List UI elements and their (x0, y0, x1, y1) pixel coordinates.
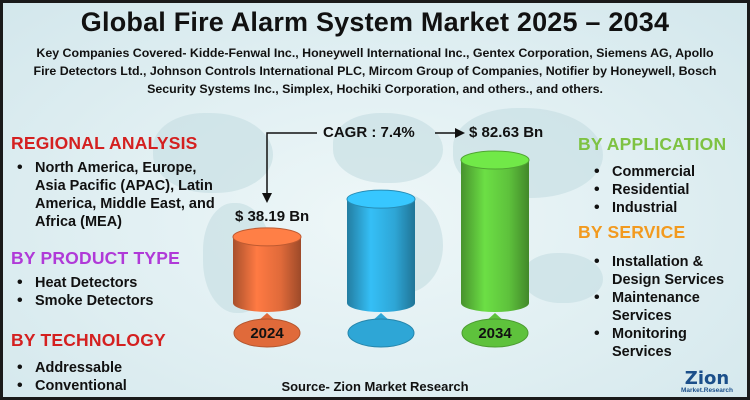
cagr-arrow-head-down (262, 193, 272, 203)
technology-item: Addressable (13, 359, 223, 377)
data-label-2034: $ 82.63 Bn (469, 124, 544, 141)
zion-logo: Zion Market.Research (673, 368, 741, 395)
service-heading: BY SERVICE (578, 222, 686, 242)
year-badge (347, 318, 415, 348)
product-heading: BY PRODUCT TYPE (11, 248, 180, 268)
logo-subtext: Market.Research (680, 387, 734, 394)
bar-top-middle (346, 189, 416, 209)
regional-list: North America, Europe, Asia Pacific (APA… (13, 159, 223, 231)
service-list: Installation & Design ServicesMaintenanc… (590, 253, 740, 361)
cagr-label: CAGR : 7.4% (323, 124, 415, 141)
product-item: Smoke Detectors (13, 292, 223, 310)
cagr-arrow-head-right (455, 128, 465, 138)
year-badge (461, 318, 529, 348)
cagr-arrow-line (266, 132, 317, 199)
bar-2034 (461, 160, 529, 312)
year-badge (233, 318, 301, 348)
page-subtitle: Key Companies Covered- Kidde-Fenwal Inc.… (33, 46, 717, 96)
application-item: Commercial (590, 163, 740, 181)
logo-text: Zion (684, 368, 730, 389)
application-item: Residential (590, 181, 740, 199)
map-shape (333, 113, 443, 183)
bar-top-2034 (460, 150, 530, 170)
bar-chart: 2024 2034 (232, 128, 530, 348)
year-label-2034: 2034 (478, 325, 512, 342)
regional-item: North America, Europe, Asia Pacific (APA… (13, 159, 223, 231)
service-item: Maintenance Services (590, 289, 740, 325)
year-label-2024: 2024 (250, 325, 284, 342)
bar-top-2024 (232, 227, 302, 247)
page-title: Global Fire Alarm System Market 2025 – 2… (80, 7, 670, 37)
bar-middle (347, 199, 415, 312)
application-heading: BY APPLICATION (578, 134, 727, 154)
application-list: CommercialResidentialIndustrial (590, 163, 740, 217)
regional-heading: REGIONAL ANALYSIS (11, 133, 198, 153)
technology-item: Conventional (13, 377, 223, 395)
technology-list: AddressableConventional (13, 359, 223, 395)
bar-2024 (233, 236, 301, 312)
service-item: Monitoring Services (590, 325, 740, 361)
technology-heading: BY TECHNOLOGY (11, 330, 166, 350)
product-list: Heat DetectorsSmoke Detectors (13, 274, 223, 310)
source-note: Source- Zion Market Research (281, 379, 469, 394)
product-item: Heat Detectors (13, 274, 223, 292)
data-label-2024: $ 38.19 Bn (235, 208, 310, 225)
service-item: Installation & Design Services (590, 253, 740, 289)
application-item: Industrial (590, 199, 740, 217)
